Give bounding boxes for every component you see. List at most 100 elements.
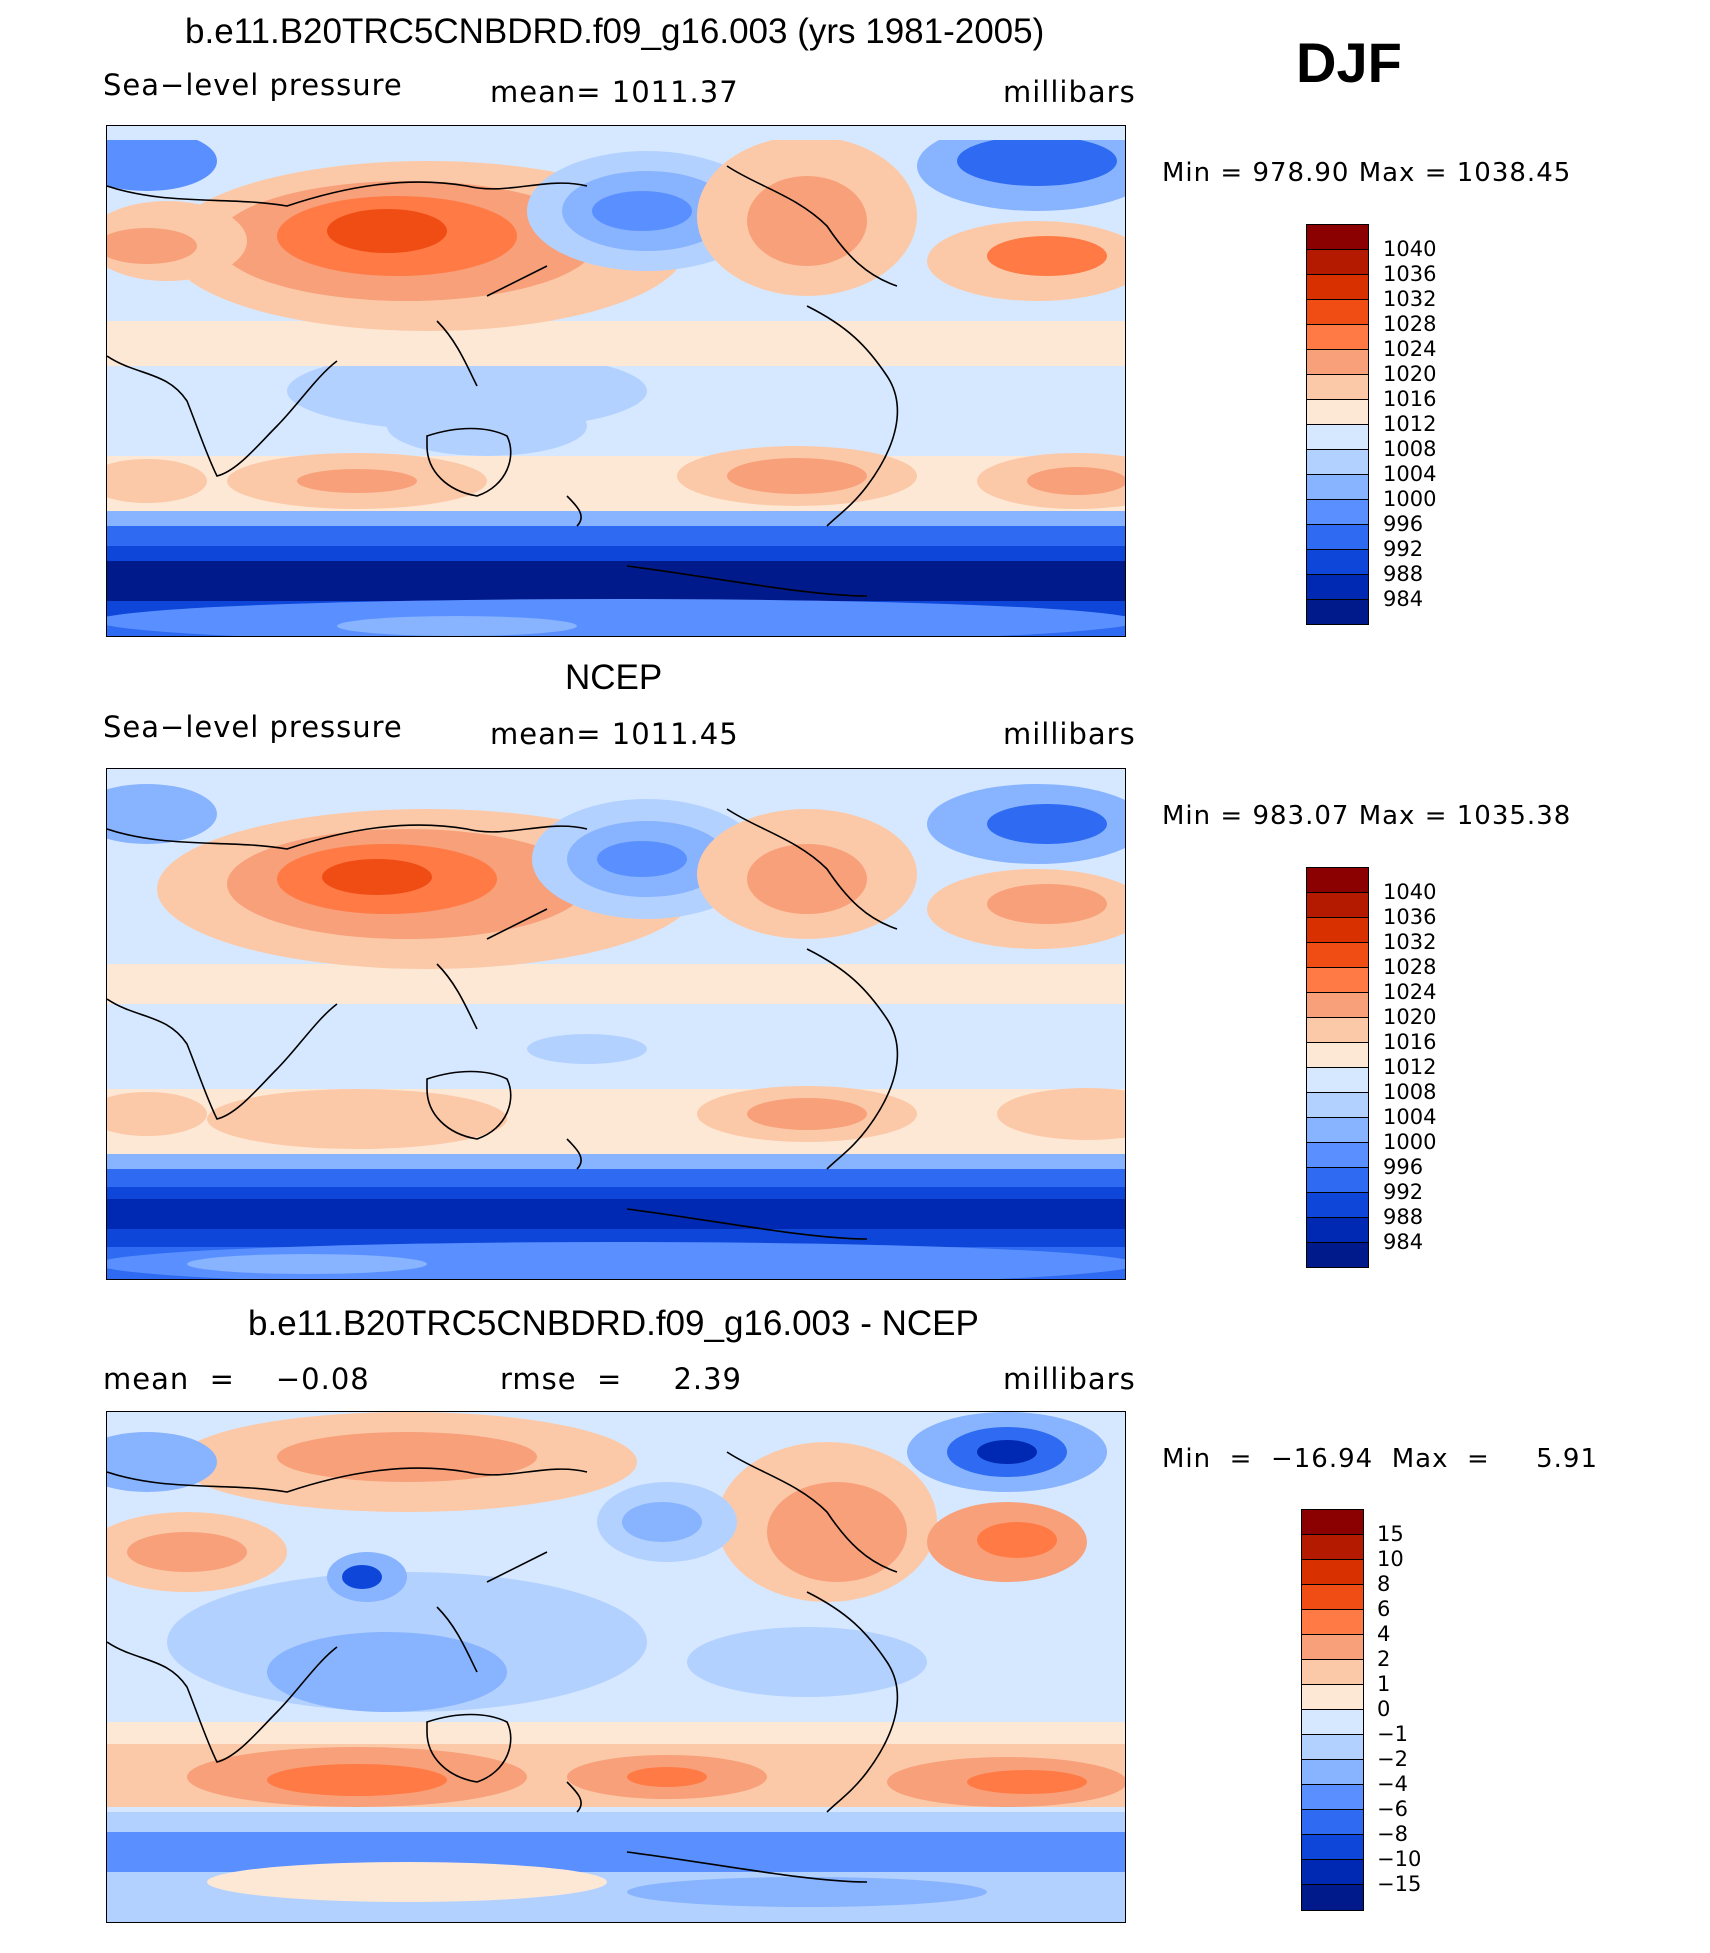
colorbar-swatch [1307,400,1368,425]
colorbar-label: 1016 [1383,1030,1437,1054]
colorbar-swatch [1302,1860,1363,1885]
panel-3-minmax: Min = −16.94 Max = 5.91 [1162,1444,1599,1474]
colorbar-label: 1040 [1383,880,1437,904]
colorbar-swatch [1302,1835,1363,1860]
colorbar-label: 1008 [1383,1080,1437,1104]
colorbar-swatch [1307,475,1368,500]
colorbar-swatch [1302,1810,1363,1835]
colorbar-label: 1000 [1383,1130,1437,1154]
colorbar-swatch [1307,918,1368,943]
colorbar-label: 984 [1383,1230,1424,1254]
colorbar-label: 992 [1383,1180,1424,1204]
colorbar-label: −6 [1377,1797,1408,1821]
colorbar-label: 1028 [1383,955,1437,979]
colorbar-swatch [1302,1685,1363,1710]
colorbar-label: −1 [1377,1722,1408,1746]
panel-1-minmax: Min = 978.90 Max = 1038.45 [1162,158,1572,188]
colorbar-swatch [1307,1243,1368,1267]
colorbar-swatch [1302,1560,1363,1585]
panel-1-map [106,125,1126,637]
colorbar-swatch [1302,1710,1363,1735]
colorbar-label: 1036 [1383,262,1437,286]
colorbar-swatch [1307,1168,1368,1193]
panel-1-units-label: millibars [1003,75,1136,109]
panel-2-colorbar [1306,867,1369,1268]
panel-1-colorbar [1306,224,1369,625]
colorbar-swatch [1307,375,1368,400]
colorbar-swatch [1307,968,1368,993]
colorbar-label: 1004 [1383,1105,1437,1129]
colorbar-swatch [1307,1193,1368,1218]
colorbar-swatch [1302,1785,1363,1810]
colorbar-label: 988 [1383,1205,1424,1229]
season-label: DJF [1296,31,1402,94]
colorbar-swatch [1307,868,1368,893]
colorbar-swatch [1302,1760,1363,1785]
panel-3-mean-label: mean = −0.08 [103,1362,370,1396]
colorbar-swatch [1307,250,1368,275]
colorbar-label: 1032 [1383,287,1437,311]
colorbar-swatch [1307,350,1368,375]
colorbar-label: 2 [1377,1647,1391,1671]
colorbar-swatch [1307,225,1368,250]
colorbar-swatch [1302,1635,1363,1660]
colorbar-swatch [1307,993,1368,1018]
colorbar-swatch [1302,1885,1363,1910]
colorbar-swatch [1307,943,1368,968]
colorbar-swatch [1302,1585,1363,1610]
colorbar-swatch [1307,1143,1368,1168]
colorbar-label: −10 [1377,1847,1422,1871]
colorbar-swatch [1302,1735,1363,1760]
colorbar-swatch [1302,1535,1363,1560]
panel-3-colorbar [1301,1509,1364,1911]
colorbar-label: −15 [1377,1872,1422,1896]
colorbar-label: 1020 [1383,1005,1437,1029]
colorbar-label: −8 [1377,1822,1408,1846]
colorbar-swatch [1307,1043,1368,1068]
colorbar-swatch [1307,600,1368,624]
panel-2-minmax: Min = 983.07 Max = 1035.38 [1162,801,1572,831]
panel-2-map [106,768,1126,1280]
colorbar-swatch [1307,425,1368,450]
colorbar-label: 1040 [1383,237,1437,261]
panel-2-units-label: millibars [1003,717,1136,751]
colorbar-label: 1012 [1383,1055,1437,1079]
colorbar-label: 10 [1377,1547,1404,1571]
colorbar-swatch [1307,1218,1368,1243]
colorbar-label: 992 [1383,537,1424,561]
colorbar-label: 996 [1383,512,1424,536]
colorbar-label: 4 [1377,1622,1391,1646]
panel-2-title: NCEP [565,658,663,697]
colorbar-label: 1024 [1383,980,1437,1004]
colorbar-swatch [1307,550,1368,575]
colorbar-swatch [1307,500,1368,525]
colorbar-swatch [1307,1018,1368,1043]
panel-1-variable-label: Sea−level pressure [103,68,403,102]
colorbar-label: 1024 [1383,337,1437,361]
colorbar-label: 1028 [1383,312,1437,336]
colorbar-label: 1000 [1383,487,1437,511]
colorbar-label: 6 [1377,1597,1391,1621]
colorbar-swatch [1307,1068,1368,1093]
panel-3-units-label: millibars [1003,1362,1136,1396]
colorbar-swatch [1307,300,1368,325]
panel-1-title: b.e11.B20TRC5CNBDRD.f09_g16.003 (yrs 198… [185,12,1045,51]
colorbar-swatch [1307,893,1368,918]
colorbar-label: −4 [1377,1772,1408,1796]
colorbar-label: 15 [1377,1522,1404,1546]
colorbar-swatch [1307,450,1368,475]
panel-2-variable-label: Sea−level pressure [103,710,403,744]
colorbar-label: 8 [1377,1572,1391,1596]
colorbar-swatch [1302,1610,1363,1635]
colorbar-label: 1020 [1383,362,1437,386]
colorbar-label: 1016 [1383,387,1437,411]
colorbar-label: 988 [1383,562,1424,586]
colorbar-label: −2 [1377,1747,1408,1771]
panel-3-rmse-label: rmse = 2.39 [500,1362,743,1396]
colorbar-swatch [1307,1118,1368,1143]
colorbar-label: 1 [1377,1672,1391,1696]
colorbar-label: 1008 [1383,437,1437,461]
colorbar-label: 1012 [1383,412,1437,436]
colorbar-swatch [1302,1510,1363,1535]
panel-2-mean-label: mean= 1011.45 [490,717,739,751]
